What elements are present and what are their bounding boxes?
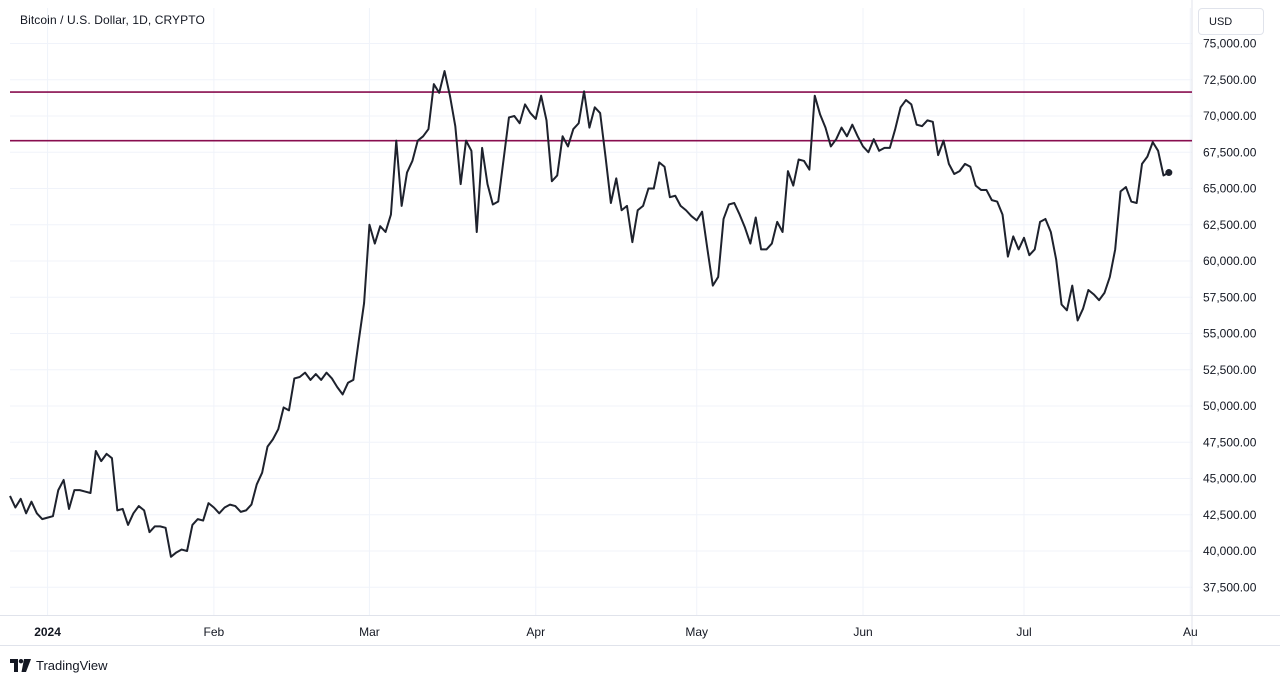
y-tick-label: 42,500.00 — [1203, 508, 1257, 522]
horizontal-levels[interactable] — [10, 91, 1192, 142]
last-price-marker — [1165, 169, 1173, 177]
y-tick-label: 75,000.00 — [1203, 37, 1257, 51]
x-tick-label: Mar — [359, 625, 380, 639]
tradingview-brand[interactable]: TradingView — [10, 656, 108, 674]
y-tick-label: 52,500.00 — [1203, 363, 1257, 377]
y-tick-label: 40,000.00 — [1203, 544, 1257, 558]
x-axis-labels: 2024 Feb Mar Apr May Jun Jul Au — [34, 625, 1197, 639]
y-tick-label: 55,000.00 — [1203, 327, 1257, 341]
x-tick-label: Apr — [526, 625, 545, 639]
x-tick-label: Jun — [853, 625, 872, 639]
currency-button[interactable]: USD — [1198, 8, 1264, 35]
y-tick-label: 37,500.00 — [1203, 580, 1257, 594]
y-axis-labels: 37,500.00 40,000.00 42,500.00 45,000.00 47,5… — [1203, 37, 1257, 595]
y-tick-label: 67,500.00 — [1203, 145, 1257, 159]
price-line[interactable] — [9, 70, 1170, 558]
y-tick-label: 47,500.00 — [1203, 435, 1257, 449]
y-tick-label: 65,000.00 — [1203, 182, 1257, 196]
y-tick-label: 45,000.00 — [1203, 472, 1257, 486]
x-tick-label: 2024 — [34, 625, 61, 639]
y-tick-label: 50,000.00 — [1203, 399, 1257, 413]
y-tick-label: 72,500.00 — [1203, 73, 1257, 87]
price-series[interactable] — [9, 70, 1173, 558]
y-tick-label: 62,500.00 — [1203, 218, 1257, 232]
y-tick-label: 57,500.00 — [1203, 290, 1257, 304]
x-tick-label: Feb — [204, 625, 225, 639]
x-tick-label: Jul — [1016, 625, 1031, 639]
brand-text: TradingView — [36, 657, 108, 673]
y-tick-label: 70,000.00 — [1203, 109, 1257, 123]
axes — [0, 0, 1280, 646]
tradingview-logo-icon — [10, 658, 31, 672]
grid — [10, 8, 1192, 615]
y-tick-label: 60,000.00 — [1203, 254, 1257, 268]
x-tick-label: Au — [1183, 625, 1198, 639]
symbol-title: Bitcoin / U.S. Dollar, 1D, CRYPTO — [20, 13, 205, 27]
x-tick-label: May — [685, 625, 708, 639]
